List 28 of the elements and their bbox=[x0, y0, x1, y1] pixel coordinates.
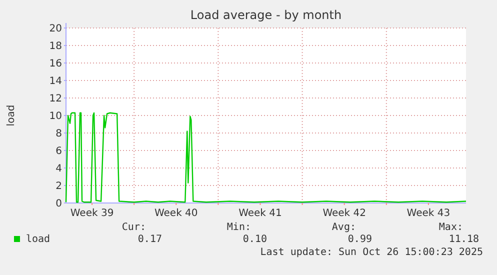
y-tick-label: 12 bbox=[49, 94, 62, 104]
text: Cur: bbox=[122, 222, 146, 233]
legend-label: load bbox=[26, 234, 50, 245]
y-tick-label: 4 bbox=[56, 164, 62, 174]
x-tick-label: Week 39 bbox=[70, 208, 114, 219]
x-tick-label: Week 40 bbox=[154, 208, 198, 219]
text: 0.17 bbox=[138, 234, 162, 245]
x-tick-label: Week 43 bbox=[406, 208, 450, 219]
text: Max: bbox=[438, 222, 463, 233]
y-tick-label: 8 bbox=[56, 128, 62, 140]
text: 0.10 bbox=[242, 234, 267, 245]
x-tick-label: Week 41 bbox=[238, 208, 282, 219]
y-axis-title: load bbox=[6, 104, 17, 126]
y-tick-label: 6 bbox=[56, 146, 62, 157]
y-tick-label: 16 bbox=[49, 58, 62, 70]
y-tick-label: 20 bbox=[49, 24, 62, 34]
y-tick-label: 0 bbox=[56, 198, 62, 210]
y-tick-label: 14 bbox=[49, 76, 62, 87]
text: Last update: Sun Oct 26 15:00:23 2025 bbox=[260, 247, 483, 258]
y-tick-label: 18 bbox=[49, 41, 62, 52]
text: 11.18 bbox=[448, 234, 479, 245]
y-tick-label: 2 bbox=[56, 181, 62, 192]
x-tick-label: Week 42 bbox=[322, 208, 366, 219]
text: Min: bbox=[226, 222, 251, 233]
chart-title: Load average - by month bbox=[190, 8, 342, 22]
text: 0.99 bbox=[348, 234, 372, 245]
text: Avg: bbox=[332, 222, 356, 233]
y-tick-label: 10 bbox=[49, 111, 62, 122]
